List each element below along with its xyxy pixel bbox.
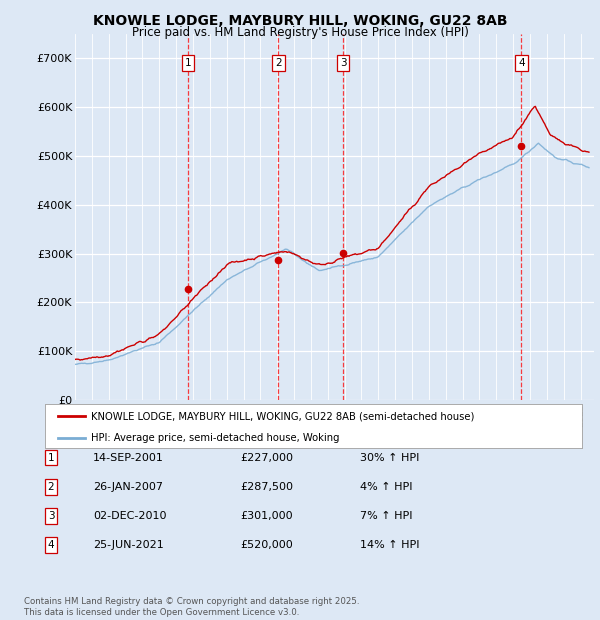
Text: KNOWLE LODGE, MAYBURY HILL, WOKING, GU22 8AB: KNOWLE LODGE, MAYBURY HILL, WOKING, GU22… xyxy=(93,14,507,28)
Text: 7% ↑ HPI: 7% ↑ HPI xyxy=(360,511,413,521)
Text: 02-DEC-2010: 02-DEC-2010 xyxy=(93,511,167,521)
Text: 2: 2 xyxy=(275,58,281,68)
Text: 26-JAN-2007: 26-JAN-2007 xyxy=(93,482,163,492)
Text: £227,000: £227,000 xyxy=(240,453,293,463)
Text: 14-SEP-2001: 14-SEP-2001 xyxy=(93,453,164,463)
Text: 1: 1 xyxy=(47,453,55,463)
Text: 3: 3 xyxy=(47,511,55,521)
Text: 1: 1 xyxy=(185,58,191,68)
Text: 14% ↑ HPI: 14% ↑ HPI xyxy=(360,540,419,550)
Text: £301,000: £301,000 xyxy=(240,511,293,521)
Text: 30% ↑ HPI: 30% ↑ HPI xyxy=(360,453,419,463)
Text: 3: 3 xyxy=(340,58,347,68)
Text: £287,500: £287,500 xyxy=(240,482,293,492)
Text: 4: 4 xyxy=(47,540,55,550)
Text: 2: 2 xyxy=(47,482,55,492)
Text: Price paid vs. HM Land Registry's House Price Index (HPI): Price paid vs. HM Land Registry's House … xyxy=(131,26,469,39)
Text: 4: 4 xyxy=(518,58,524,68)
Text: HPI: Average price, semi-detached house, Woking: HPI: Average price, semi-detached house,… xyxy=(91,433,339,443)
Text: 4% ↑ HPI: 4% ↑ HPI xyxy=(360,482,413,492)
Text: £520,000: £520,000 xyxy=(240,540,293,550)
Text: 25-JUN-2021: 25-JUN-2021 xyxy=(93,540,164,550)
Text: Contains HM Land Registry data © Crown copyright and database right 2025.
This d: Contains HM Land Registry data © Crown c… xyxy=(24,598,359,617)
Text: KNOWLE LODGE, MAYBURY HILL, WOKING, GU22 8AB (semi-detached house): KNOWLE LODGE, MAYBURY HILL, WOKING, GU22… xyxy=(91,412,474,422)
